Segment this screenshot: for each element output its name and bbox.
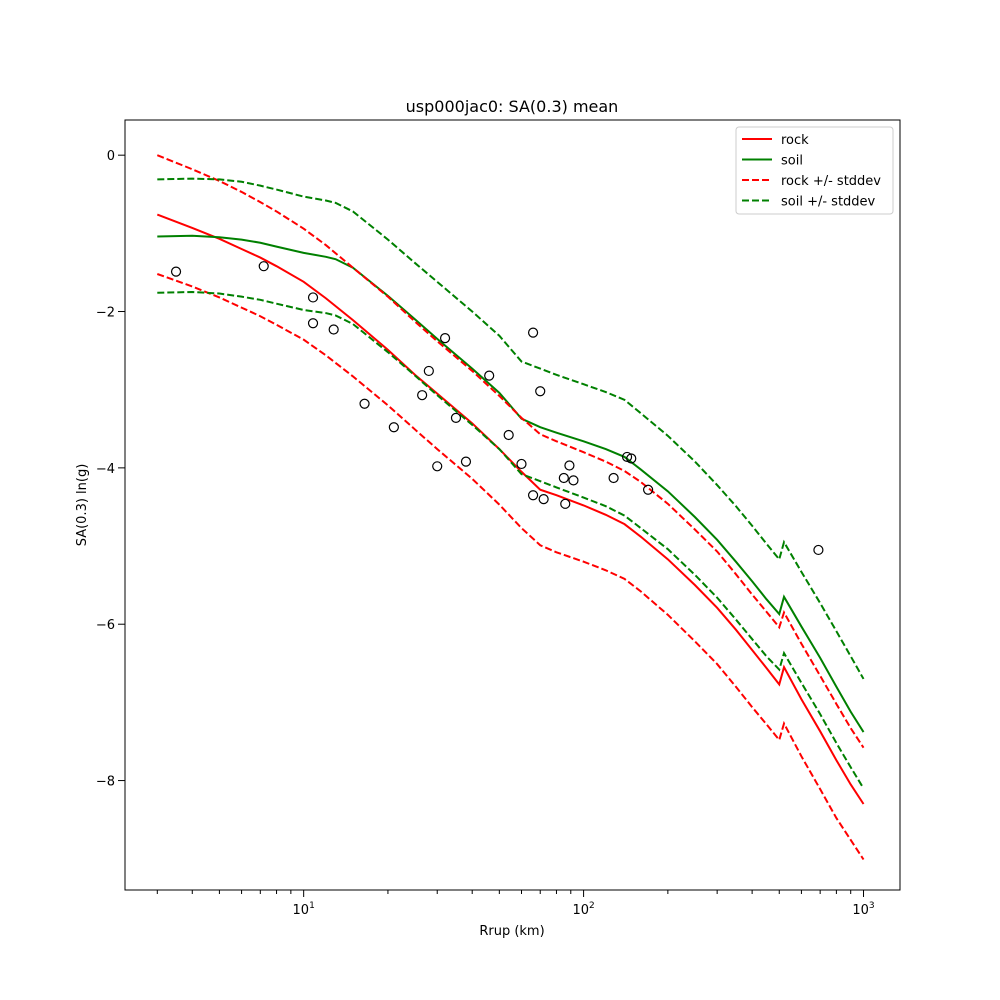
x-tick-label: 103 [852,901,874,918]
x-tick-label: 101 [293,901,315,918]
observation-point [558,472,569,484]
observation-point [450,412,462,423]
x-axis-ticks: 101 102 103 [156,890,875,918]
observation-point [568,475,579,486]
observation-point [484,370,495,381]
observation-point [560,498,571,509]
observation-point [432,461,443,472]
legend-label: rock +/- stddev [781,174,881,189]
observation-point [170,266,182,277]
observation-point [423,365,434,377]
series-line-4 [157,177,865,680]
observation-point [643,484,654,495]
series-line-5 [157,290,865,789]
observations-layer [170,261,824,556]
legend-label: soil [781,154,803,169]
observation-point [307,318,319,329]
observation-point [307,292,319,303]
observation-point [388,422,399,433]
observation-point [621,451,633,463]
observation-point [535,386,546,397]
observation-point [527,490,539,501]
observation-point [516,458,527,470]
series-line-2 [156,154,865,749]
plot-frame [124,119,901,891]
y-tick-label: −6 [96,618,115,633]
y-tick-label: −8 [96,775,115,790]
legend: rock soil rock +/- stddev soil +/- stddev [735,126,894,215]
series-line-0 [156,213,865,805]
legend-box [735,126,894,215]
observation-point [328,324,339,335]
observation-point [258,261,269,272]
observation-point [608,472,619,484]
y-axis-ticks: 0 −2 −4 −6 −8 [96,149,125,790]
x-tick-label: 102 [572,901,594,918]
observation-point [460,456,472,467]
x-axis-label: Rrup (km) [479,924,544,939]
legend-label: soil +/- stddev [781,195,876,210]
observation-point [564,460,575,471]
observation-point [359,398,370,409]
y-axis-label: SA(0.3) ln(g) [75,464,90,547]
y-tick-label: 0 [107,149,115,164]
observation-point [626,453,637,464]
observation-point [527,327,539,338]
series-line-1 [157,234,865,733]
series-line-3 [156,273,865,861]
observation-point [417,390,428,401]
series-layer [156,154,865,861]
observation-point [439,333,451,344]
y-tick-label: −4 [96,462,115,477]
legend-label: rock [781,133,809,148]
y-tick-label: −2 [96,306,115,321]
observation-point [538,494,549,505]
chart-title: usp000jac0: SA(0.3) mean [406,97,619,116]
observation-point [813,544,824,556]
observation-point [503,429,514,441]
